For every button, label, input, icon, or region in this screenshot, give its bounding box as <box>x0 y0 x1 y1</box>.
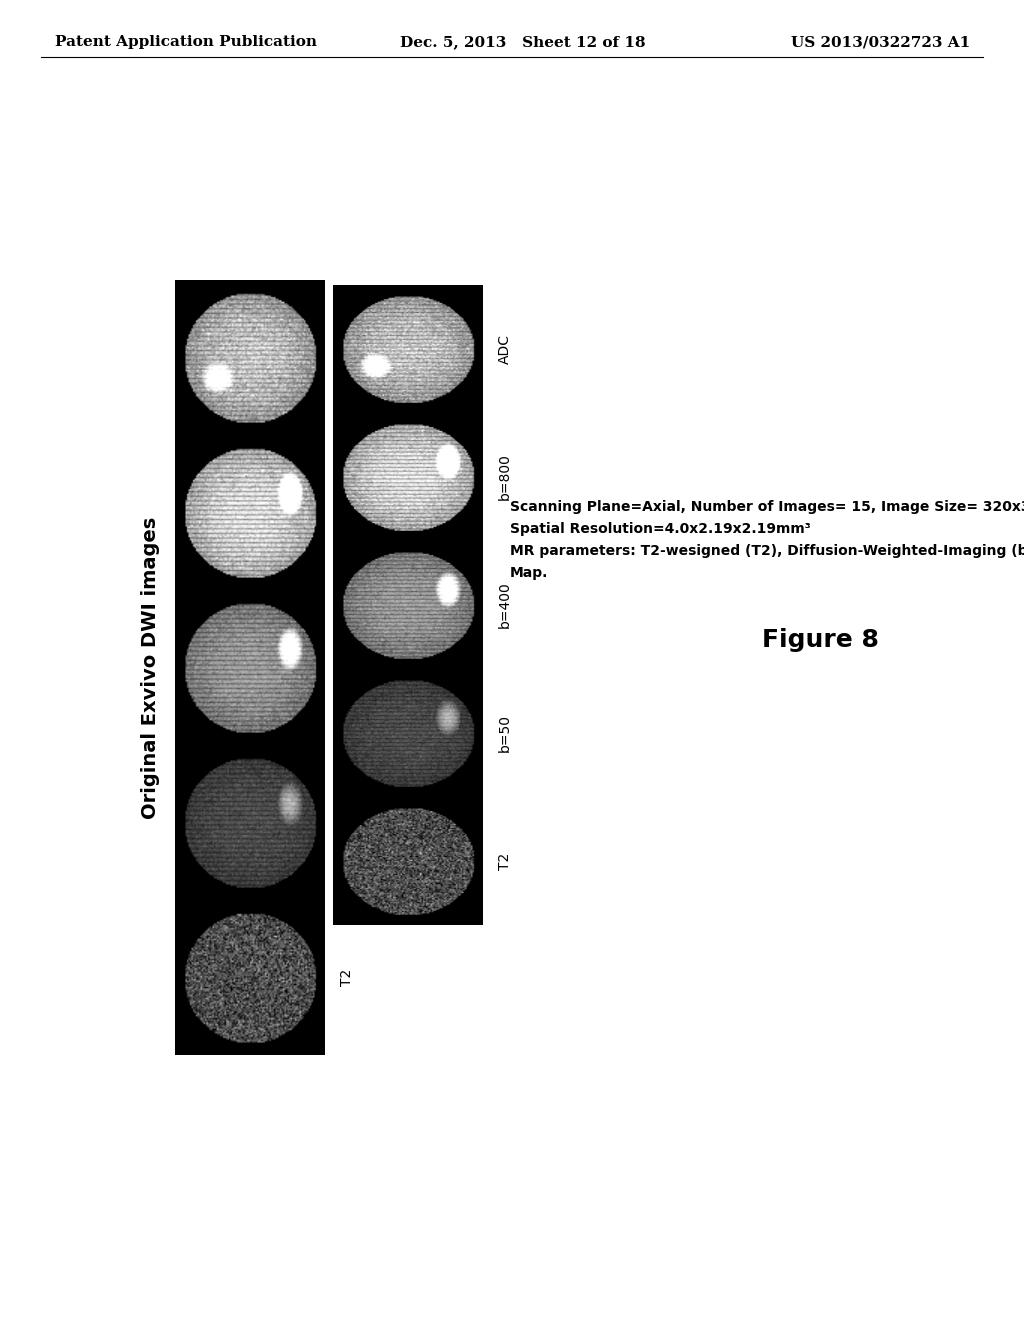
Text: T2: T2 <box>498 853 512 870</box>
Text: US 2013/0322723 A1: US 2013/0322723 A1 <box>791 36 970 49</box>
Text: Figure 8: Figure 8 <box>762 628 879 652</box>
Text: Scanning Plane=Axial, Number of Images= 15, Image Size= 320x320,: Scanning Plane=Axial, Number of Images= … <box>510 500 1024 513</box>
Text: T2: T2 <box>340 969 354 986</box>
Text: Patent Application Publication: Patent Application Publication <box>55 36 317 49</box>
Text: b=50: b=50 <box>498 714 512 752</box>
Text: Dec. 5, 2013   Sheet 12 of 18: Dec. 5, 2013 Sheet 12 of 18 <box>400 36 645 49</box>
Text: Map.: Map. <box>510 566 549 579</box>
Text: b=800: b=800 <box>498 454 512 500</box>
Text: b=800: b=800 <box>340 490 354 536</box>
Text: Original Exvivo DWI images: Original Exvivo DWI images <box>140 516 160 818</box>
Text: ADC: ADC <box>340 342 354 372</box>
Text: ADC: ADC <box>498 334 512 364</box>
Text: b=50: b=50 <box>340 804 354 842</box>
Text: Spatial Resolution=4.0x2.19x2.19mm³: Spatial Resolution=4.0x2.19x2.19mm³ <box>510 521 811 536</box>
Text: MR parameters: T2-wesigned (T2), Diffusion-Weighted-Imaging (b=50,400,800), ADC: MR parameters: T2-wesigned (T2), Diffusi… <box>510 544 1024 558</box>
Text: Registered Exvivo DWI images: Registered Exvivo DWI images <box>299 437 317 772</box>
Text: b=400: b=400 <box>498 582 512 628</box>
Text: b=400: b=400 <box>340 644 354 690</box>
